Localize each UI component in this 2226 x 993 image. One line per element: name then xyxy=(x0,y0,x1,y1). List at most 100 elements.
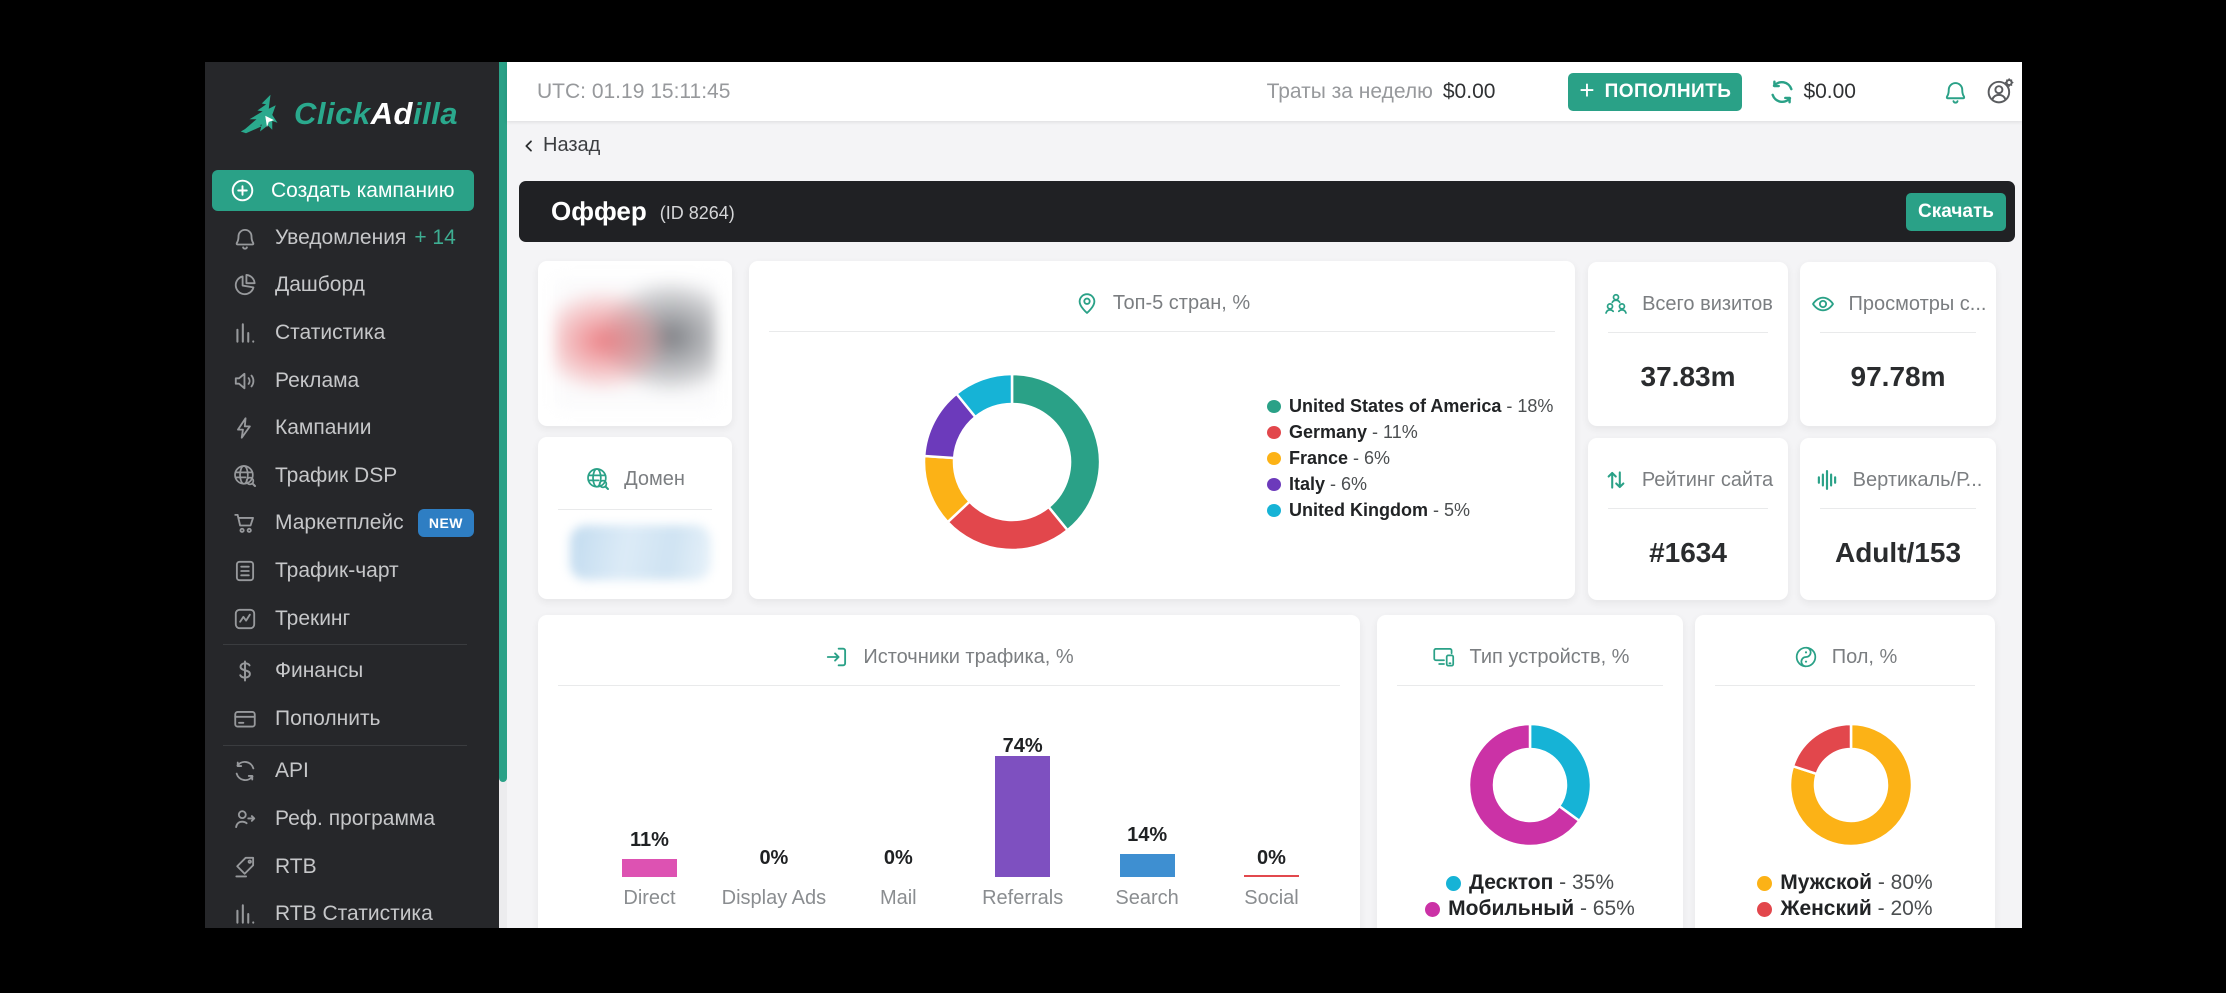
donut-segment-united-states-of-america xyxy=(1010,372,1102,532)
notifications-bell-icon[interactable] xyxy=(1942,78,1969,105)
devices-icon xyxy=(1431,644,1457,670)
sidebar-item-label: Маркетплейс xyxy=(275,511,404,535)
device-type-title: Тип устройств, % xyxy=(1469,645,1630,668)
top-countries-card: Топ-5 стран, % United States of America … xyxy=(749,261,1575,599)
legend-label: France xyxy=(1289,447,1349,468)
legend-value: - 6% xyxy=(1325,473,1368,494)
sidebar-item-кампании[interactable]: Кампании xyxy=(205,404,499,452)
sidebar-item-реф-программа[interactable]: Реф. программа xyxy=(205,795,499,843)
dollar-icon xyxy=(232,658,258,684)
legend-value: - 65% xyxy=(1574,897,1635,920)
legend-dot xyxy=(1445,875,1461,891)
sidebar: ClickAdilla Создать кампанию Уведомления… xyxy=(205,62,499,928)
sidebar-item-label: Реклама xyxy=(275,368,360,392)
sync-circle-icon xyxy=(232,758,258,784)
site-rating-title: Рейтинг сайта xyxy=(1641,468,1774,491)
sidebar-item-трафик-dsp[interactable]: Трафик DSP xyxy=(205,452,499,500)
sidebar-item-rtb-статистика[interactable]: RTB Статистика xyxy=(205,890,499,928)
offer-id: (ID 8264) xyxy=(659,202,735,223)
sidebar-item-пополнить[interactable]: Пополнить xyxy=(205,695,499,743)
sidebar-divider xyxy=(223,744,467,746)
globe-search-icon xyxy=(232,463,258,489)
sidebar-item-label: Статистика xyxy=(275,320,386,344)
donut-segment-десктоп xyxy=(1528,722,1593,823)
cart-icon xyxy=(232,510,258,536)
top-countries-title: Топ-5 стран, % xyxy=(1112,291,1251,314)
bar-category-label: Mail xyxy=(879,887,917,909)
legend-dot xyxy=(1267,399,1281,413)
sidebar-item-count: + 14 xyxy=(414,225,456,249)
activity-icon xyxy=(232,606,258,632)
bar-category-label: Social xyxy=(1244,887,1299,909)
sidebar-scrollbar-thumb[interactable] xyxy=(499,62,507,782)
profile-settings-icon[interactable] xyxy=(1985,77,2014,106)
device-type-donut xyxy=(1467,722,1593,848)
sidebar-item-label: Финансы xyxy=(275,659,364,683)
legend-item-женский: Женский - 20% xyxy=(1695,896,1995,922)
total-visits-title: Всего визитов xyxy=(1642,292,1773,315)
bar-category-label: Direct xyxy=(623,887,676,909)
gender-donut xyxy=(1788,722,1914,848)
legend-item-десктоп: Десктоп - 35% xyxy=(1377,870,1683,896)
traffic-sources-title: Источники трафика, % xyxy=(863,645,1074,668)
witch-logo-icon xyxy=(239,93,281,135)
bar-chart-icon xyxy=(232,901,258,927)
sidebar-item-маркетплейс[interactable]: Маркетплейс NEW xyxy=(205,500,499,548)
sidebar-item-label: Дашборд xyxy=(275,273,365,297)
topup-label: ПОПОЛНИТЬ xyxy=(1604,80,1732,102)
donut-segment-germany xyxy=(946,500,1069,552)
bar-value-label: 0% xyxy=(883,847,913,869)
sidebar-item-label: Кампании xyxy=(275,416,372,440)
sidebar-item-дашборд[interactable]: Дашборд xyxy=(205,262,499,310)
legend-value: - 80% xyxy=(1872,871,1933,894)
top-countries-donut xyxy=(922,372,1102,552)
sidebar-item-rtb[interactable]: RTB xyxy=(205,843,499,891)
sidebar-item-трекинг[interactable]: Трекинг xyxy=(205,595,499,643)
sidebar-item-финансы[interactable]: Финансы xyxy=(205,647,499,695)
plus-circle-icon xyxy=(229,177,256,204)
document-icon xyxy=(232,558,258,584)
bell-icon xyxy=(232,225,258,251)
legend-dot xyxy=(1267,503,1281,517)
legend-value: - 20% xyxy=(1871,897,1933,920)
legend-value: - 35% xyxy=(1553,871,1615,894)
balance-value: $0.00 xyxy=(1803,79,1856,103)
sidebar-item-label: RTB xyxy=(275,854,317,878)
sidebar-item-реклама[interactable]: Реклама xyxy=(205,357,499,405)
legend-dot xyxy=(1267,425,1281,439)
app-logo[interactable]: ClickAdilla xyxy=(239,86,458,142)
bar-value-label: 11% xyxy=(630,828,669,851)
legend-value: - 6% xyxy=(1348,447,1391,468)
create-campaign-button[interactable]: Создать кампанию xyxy=(212,170,474,211)
donut-segment-мужской xyxy=(1788,722,1914,848)
sidebar-item-статистика[interactable]: Статистика xyxy=(205,309,499,357)
back-link[interactable]: Назад xyxy=(521,134,600,157)
vertical-value: Adult/153 xyxy=(1834,537,1962,568)
vertical-card: Вертикаль/Р... Adult/153 xyxy=(1800,438,1996,600)
device-type-legend: Десктоп - 35% Мобильный - 65% xyxy=(1377,870,1683,922)
gender-legend: Мужской - 80% Женский - 20% xyxy=(1695,870,1995,922)
equalizer-icon xyxy=(1814,467,1840,493)
topup-button[interactable]: + ПОПОЛНИТЬ xyxy=(1568,72,1743,111)
sidebar-item-api[interactable]: API xyxy=(205,748,499,796)
legend-value: - 11% xyxy=(1367,421,1418,442)
bar-category-label: Referrals xyxy=(982,887,1064,909)
refresh-balance-icon[interactable] xyxy=(1768,78,1796,106)
page-views-title: Просмотры с... xyxy=(1848,292,1987,315)
legend-value: - 18% xyxy=(1501,395,1554,416)
sidebar-item-уведомления[interactable]: Уведомления + 14 xyxy=(205,214,499,262)
donut-segment-женский xyxy=(1791,722,1853,776)
sidebar-scrollbar-track[interactable] xyxy=(499,62,507,928)
eye-icon xyxy=(1810,291,1836,317)
total-visits-value: 37.83m xyxy=(1640,361,1736,392)
sidebar-item-трафик-чарт[interactable]: Трафик-чарт xyxy=(205,547,499,595)
download-button[interactable]: Скачать xyxy=(1906,193,2006,231)
page-views-value: 97.78m xyxy=(1850,361,1946,392)
legend-dot xyxy=(1267,477,1281,491)
legend-item-germany: Germany - 11% xyxy=(1267,419,1553,445)
domain-card-title: Домен xyxy=(624,467,685,490)
offer-header-band: Оффер (ID 8264) Скачать xyxy=(519,181,2015,242)
legend-item-united-kingdom: United Kingdom - 5% xyxy=(1267,497,1553,523)
legend-item-france: France - 6% xyxy=(1267,445,1553,471)
page-title: Оффер xyxy=(551,196,647,226)
